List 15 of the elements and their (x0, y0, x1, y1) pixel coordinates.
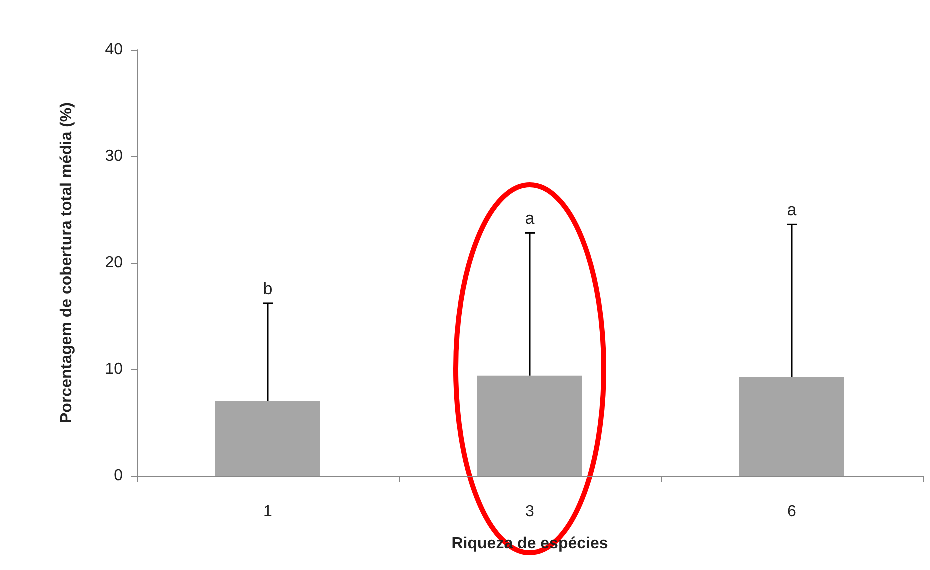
annotation: a (525, 209, 536, 228)
x-tick-label: 6 (788, 504, 797, 520)
annotation: a (787, 200, 798, 220)
y-tick-label: 20 (105, 254, 124, 272)
x-tick-label: 1 (264, 504, 273, 520)
y-tick-label: 30 (105, 148, 124, 165)
y-axis-title: Porcentagem de cobertura total média (%) (58, 102, 76, 424)
annotation: b (263, 279, 273, 298)
bar (216, 401, 320, 476)
bar (478, 376, 582, 476)
x-tick-label: 3 (526, 504, 535, 520)
bar (740, 376, 844, 476)
y-tick-label: 40 (105, 42, 124, 58)
y-tick-label: 10 (105, 361, 124, 378)
y-tick-label: 0 (114, 468, 124, 484)
